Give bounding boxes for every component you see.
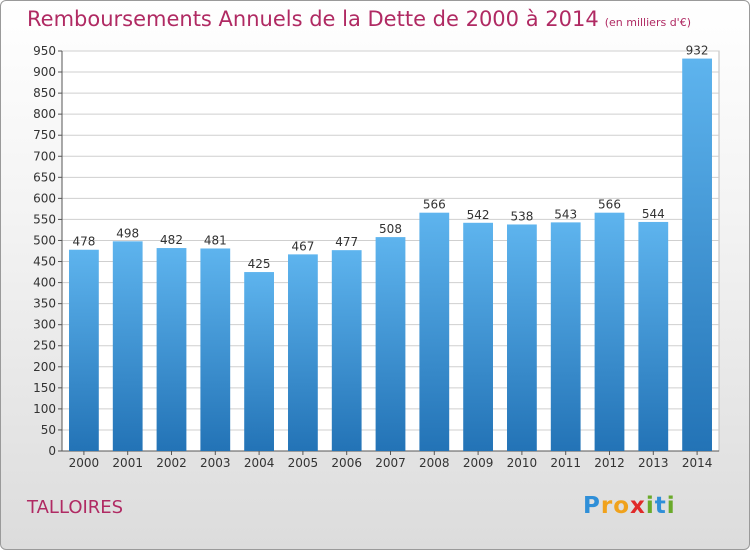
- bar: [550, 222, 581, 451]
- bar-value-label: 467: [291, 239, 314, 253]
- x-tick-label: 2000: [69, 456, 100, 470]
- bar-value-label: 477: [335, 235, 358, 249]
- bar: [507, 224, 537, 451]
- bar: [638, 221, 669, 451]
- y-tick-label: 950: [33, 44, 56, 58]
- x-tick-label: 2001: [112, 456, 143, 470]
- bar-value-label: 566: [423, 198, 446, 212]
- y-tick-label: 800: [33, 107, 56, 121]
- bar-value-label: 932: [686, 44, 709, 58]
- bar-value-label: 508: [379, 222, 402, 236]
- y-tick-label: 100: [33, 402, 56, 416]
- y-tick-label: 150: [33, 381, 56, 395]
- y-tick-label: 50: [41, 423, 56, 437]
- x-tick-label: 2010: [507, 456, 538, 470]
- bar: [331, 250, 362, 451]
- bar-value-label: 482: [160, 233, 183, 247]
- bar-value-label: 566: [598, 198, 621, 212]
- title-text: Remboursements Annuels de la Dette de 20…: [27, 7, 599, 31]
- logo-letter: i: [645, 493, 655, 519]
- bar-value-label: 544: [642, 207, 665, 221]
- bar: [244, 272, 274, 451]
- bar: [682, 58, 712, 451]
- bar: [112, 241, 143, 451]
- chart-subtitle: (en milliers d'€): [604, 16, 691, 29]
- x-tick-label: 2005: [288, 456, 319, 470]
- x-tick-label: 2004: [244, 456, 275, 470]
- bar-value-label: 543: [554, 207, 577, 221]
- bar-value-label: 481: [204, 233, 227, 247]
- y-tick-label: 700: [33, 149, 56, 163]
- y-tick-label: 200: [33, 360, 56, 374]
- y-tick-label: 350: [33, 297, 56, 311]
- logo-letter: o: [613, 493, 631, 519]
- y-tick-label: 450: [33, 255, 56, 269]
- bar-value-label: 542: [467, 208, 490, 222]
- bar: [419, 212, 450, 451]
- bar: [69, 249, 99, 451]
- bar: [288, 254, 318, 451]
- y-tick-label: 750: [33, 128, 56, 142]
- commune-name: TALLOIRES: [27, 497, 124, 518]
- bar: [200, 248, 231, 451]
- logo-letter: x: [630, 493, 646, 519]
- y-tick-label: 850: [33, 86, 56, 100]
- y-tick-label: 500: [33, 233, 56, 247]
- bar-value-label: 478: [72, 235, 95, 249]
- bar-value-label: 425: [248, 257, 271, 271]
- x-tick-label: 2008: [419, 456, 450, 470]
- x-tick-label: 2002: [156, 456, 187, 470]
- bar-value-label: 498: [116, 226, 139, 240]
- proxiti-logo: Proxiti: [583, 493, 676, 519]
- x-tick-label: 2006: [331, 456, 362, 470]
- x-tick-label: 2014: [682, 456, 713, 470]
- y-tick-label: 0: [48, 444, 56, 458]
- x-tick-label: 2012: [594, 456, 625, 470]
- y-tick-label: 600: [33, 191, 56, 205]
- bar: [156, 248, 187, 451]
- logo-letter: i: [666, 493, 676, 519]
- bar: [375, 237, 406, 451]
- y-tick-label: 300: [33, 318, 56, 332]
- logo-letter: P: [583, 493, 601, 519]
- y-tick-label: 250: [33, 339, 56, 353]
- bar: [594, 212, 625, 451]
- y-tick-label: 650: [33, 170, 56, 184]
- logo-letter: r: [600, 493, 614, 519]
- x-tick-label: 2003: [200, 456, 231, 470]
- y-tick-label: 400: [33, 276, 56, 290]
- logo-letter: t: [654, 493, 667, 519]
- x-tick-label: 2009: [463, 456, 494, 470]
- y-tick-label: 550: [33, 212, 56, 226]
- bar-value-label: 538: [510, 209, 533, 223]
- x-tick-label: 2007: [375, 456, 406, 470]
- x-tick-label: 2013: [638, 456, 669, 470]
- x-tick-label: 2011: [550, 456, 581, 470]
- y-tick-label: 900: [33, 65, 56, 79]
- chart-title: Remboursements Annuels de la Dette de 20…: [27, 7, 691, 31]
- bar: [463, 222, 493, 451]
